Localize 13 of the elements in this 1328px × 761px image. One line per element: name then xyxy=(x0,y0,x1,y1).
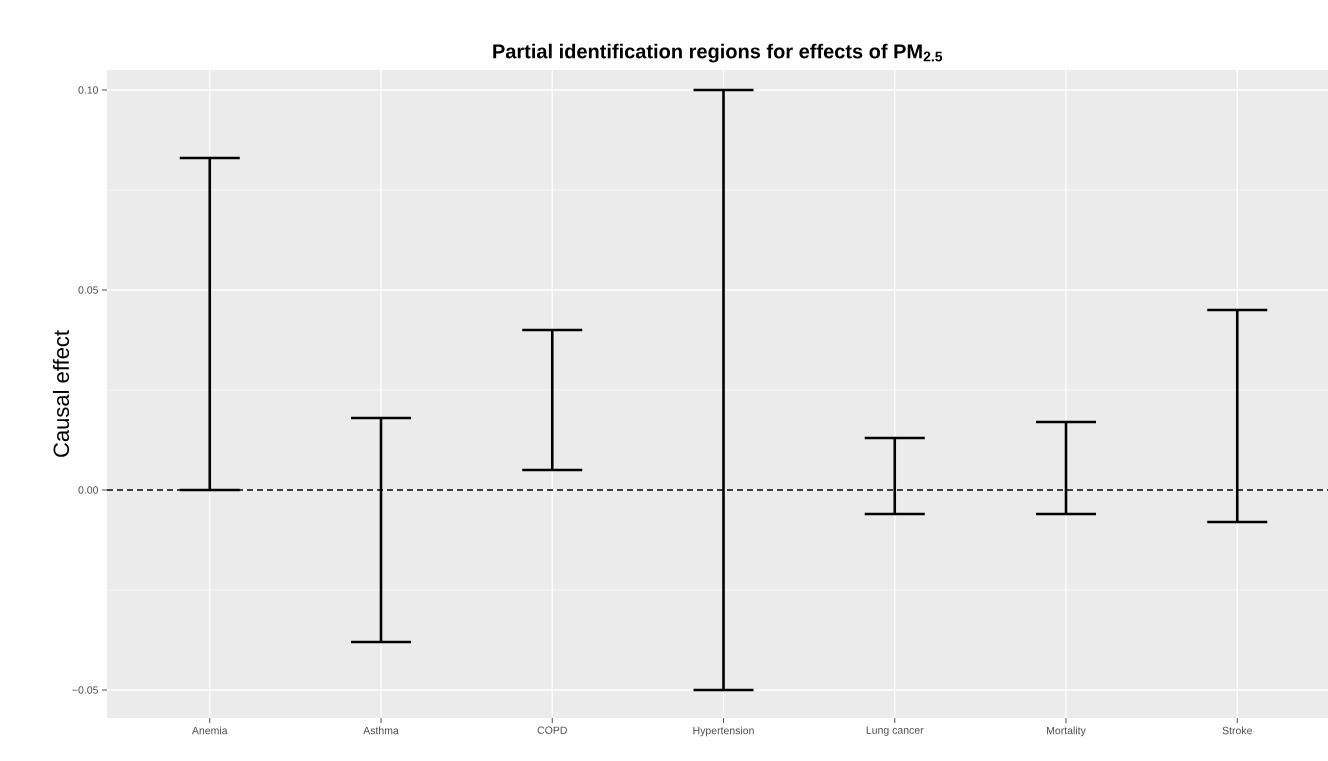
x-tick-label: Anemia xyxy=(191,726,228,735)
x-tick-label: COPD xyxy=(537,726,567,734)
chart-title: Partial identification regions for effects of PM$_{2.5}$ xyxy=(493,43,943,63)
y-tick-label: −0.05 xyxy=(72,686,99,694)
y-axis-title: Causal effect xyxy=(52,330,70,457)
x-tick-label: Stroke xyxy=(1222,726,1252,735)
x-tick-label: Mortality xyxy=(1047,726,1086,737)
x-tick-label: Hypertension xyxy=(693,726,754,737)
y-tick-label: 0.00 xyxy=(78,486,99,494)
y-tick-label: 0.05 xyxy=(78,286,99,294)
y-tick-label: 0.10 xyxy=(78,86,99,94)
x-tick-label: Asthma xyxy=(363,726,399,735)
x-tick-label: Lung cancer xyxy=(866,726,924,736)
